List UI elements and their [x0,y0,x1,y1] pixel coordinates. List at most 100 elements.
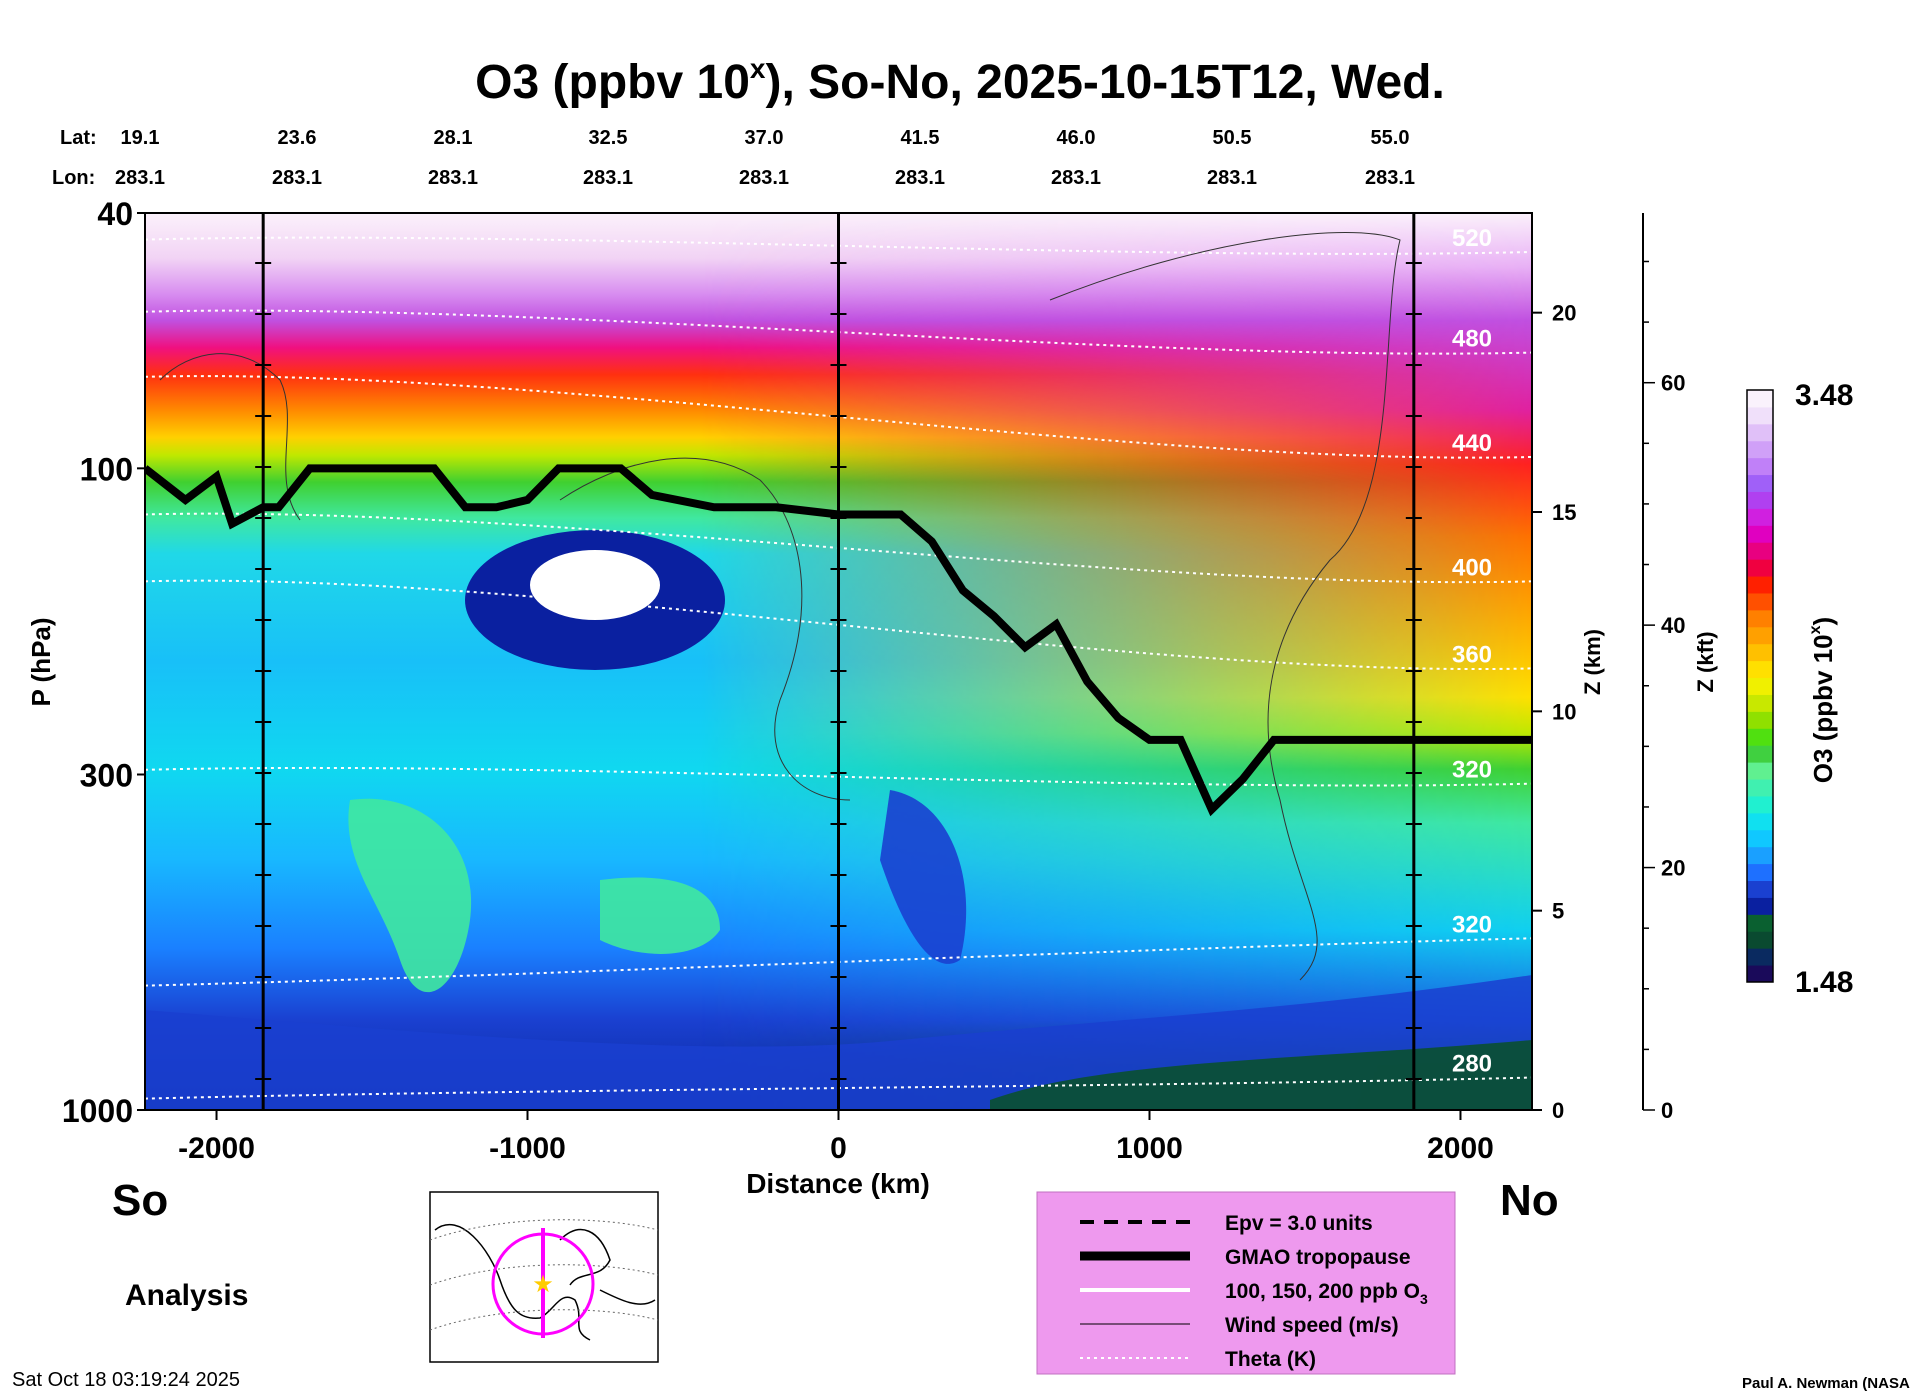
colorbar-cell [1747,423,1773,442]
colorbar-cell [1747,880,1773,898]
lon-value: 283.1 [895,167,945,189]
colorbar-title: O3 (ppbv 10x) [1807,617,1838,783]
inset-map: ★ [429,1191,659,1363]
z-kft-tick-label: 40 [1661,613,1685,638]
colorbar-cell [1747,559,1773,577]
lon-value: 283.1 [739,167,789,189]
legend-label: Wind speed (m/s) [1225,1314,1399,1337]
theta-label: 520 [1452,225,1492,252]
lat-value: 41.5 [901,127,940,149]
colorbar-cell [1747,728,1773,746]
theta-label: 400 [1452,554,1492,581]
wind-contour [1049,232,1401,981]
wind-contour [159,353,301,521]
z-kft-tick-label: 0 [1661,1098,1673,1123]
z-kft-axis: 0 20 40 60 [1642,213,1685,1123]
legend-label: Theta (K) [1225,1348,1316,1371]
colorbar-cell [1747,914,1773,932]
colorbar-cell [1747,779,1773,797]
colorbar-cell [1747,745,1773,763]
south-label: So [112,1176,168,1225]
lon-value: 283.1 [1365,167,1415,189]
legend-label: GMAO tropopause [1225,1246,1411,1269]
x-tick-label: 2000 [1427,1132,1494,1165]
x-axis-label: Distance (km) [746,1168,930,1199]
z-km-tick-label: 5 [1552,899,1564,924]
lat-value: 50.5 [1213,127,1252,149]
lat-value: 32.5 [589,127,628,149]
lat-value: 23.6 [278,127,317,149]
lat-value: 46.0 [1057,127,1096,149]
colorbar-cell [1747,829,1773,848]
colorbar-cell [1747,491,1773,509]
y-tick-label: 300 [80,757,133,793]
analysis-label: Analysis [125,1279,248,1312]
colorbar-cell [1747,846,1773,865]
green-pocket-2 [600,877,720,954]
plot-area: 280 320 320 360 400 440 480 520 [145,213,1532,1110]
legend-label: 100, 150, 200 ppb O3 [1225,1280,1428,1307]
z-kft-axis-label: Z (kft) [1693,631,1718,692]
z-km-tick-label: 20 [1552,301,1576,326]
lon-value: 283.1 [428,167,478,189]
colorbar-cell [1747,863,1773,882]
colorbar-cell [1747,525,1773,543]
colorbar-cell [1747,643,1773,662]
boundary-layer-green [990,1040,1532,1110]
colorbar-cell [1747,406,1773,425]
colorbar-cell [1747,390,1773,408]
colorbar-cell [1747,677,1773,695]
colorbar-cell [1747,965,1773,983]
z-kft-tick-label: 60 [1661,371,1685,396]
colorbar-max-label: 3.48 [1795,379,1853,412]
colorbar: 3.48 1.48 O3 (ppbv 10x) [1746,379,1853,999]
lon-value: 283.1 [1051,167,1101,189]
colorbar-cell [1747,812,1773,831]
lon-row-label: Lon: [52,167,95,189]
lat-value: 37.0 [745,127,784,149]
x-tick-label: -1000 [489,1132,566,1165]
colorbar-min-label: 1.48 [1795,966,1853,999]
colorbar-cell [1747,592,1773,611]
colorbar-cell [1747,795,1773,814]
timestamp: Sat Oct 18 03:19:24 2025 [12,1369,240,1391]
theta-label: 320 [1452,757,1492,784]
lat-value: 19.1 [121,127,160,149]
colorbar-cell [1747,576,1773,594]
z-km-tick-label: 0 [1552,1098,1564,1123]
wind-contour [559,457,851,801]
x-tick-label: -2000 [178,1132,255,1165]
colorbar-cell [1747,931,1773,949]
x-tick-label: 1000 [1116,1132,1183,1165]
lat-value: 55.0 [1371,127,1410,149]
y-tick-label: 1000 [62,1093,133,1129]
colorbar-cell [1747,948,1773,966]
chart-title: O3 (ppbv 10x), So-No, 2025-10-15T12, Wed… [475,53,1445,109]
colorbar-cell [1747,440,1773,459]
theta-label: 440 [1452,430,1492,457]
x-axis: -2000 -1000 0 1000 2000 [178,1110,1494,1165]
y-axis: 40 100 300 1000 [62,196,145,1129]
lat-row-label: Lat: [60,127,97,149]
map-coastline [434,1223,656,1341]
y-tick-label: 40 [97,196,133,232]
green-pocket-1 [348,798,472,993]
map-center-star-icon: ★ [532,1271,554,1298]
colorbar-cell [1747,626,1773,645]
z-km-tick-label: 15 [1552,500,1576,525]
colorbar-cell [1747,694,1773,712]
colorbar-cell [1747,762,1773,780]
lon-value: 283.1 [583,167,633,189]
legend-label: Epv = 3.0 units [1225,1212,1373,1235]
z-km-tick-label: 10 [1552,699,1576,724]
legend: Epv = 3.0 units GMAO tropopause 100, 150, … [1036,1191,1456,1375]
theta-label: 480 [1452,326,1492,353]
z-km-axis-label: Z (km) [1580,629,1605,695]
lon-value: 283.1 [1207,167,1257,189]
north-label: No [1500,1176,1559,1225]
z-kft-tick-label: 20 [1661,856,1685,881]
colorbar-cell [1747,474,1773,492]
theta-label: 360 [1452,641,1492,668]
z-km-axis: 0 5 10 15 20 [1531,213,1576,1123]
